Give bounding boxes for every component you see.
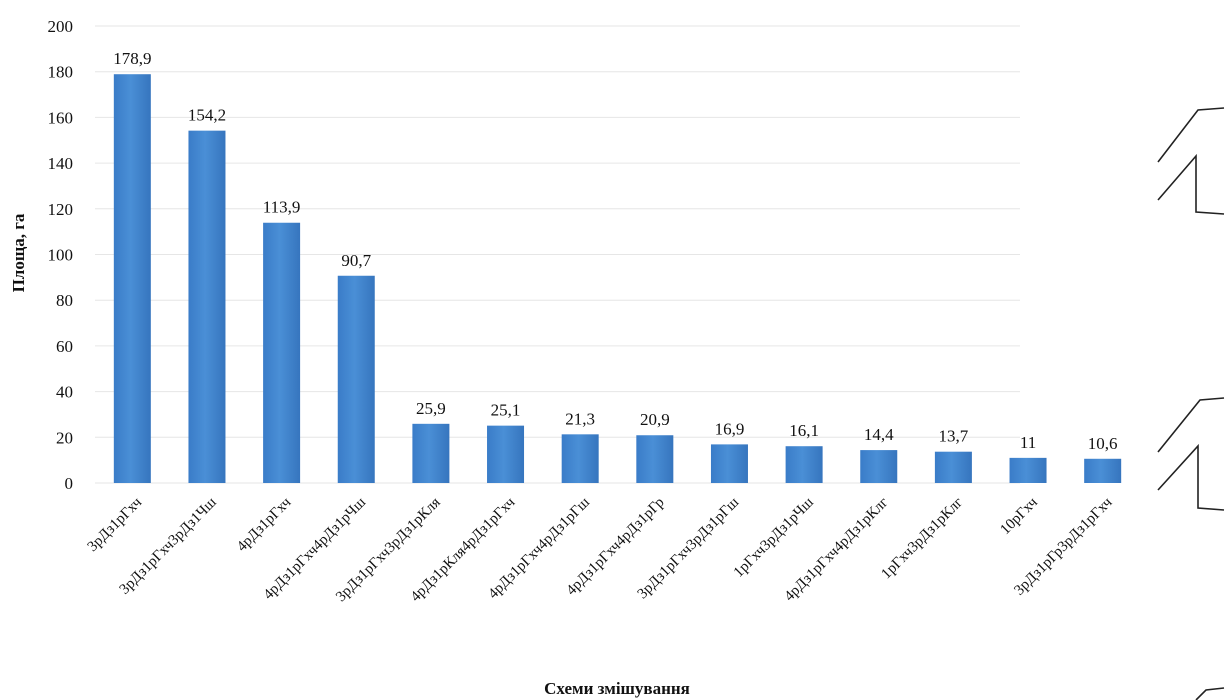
data-label: 10,6 xyxy=(1088,434,1118,453)
x-tick-label: 1рГхч3рДз1рКлг xyxy=(878,495,966,583)
x-tick-label: 10рГхч xyxy=(997,494,1041,538)
bar xyxy=(337,275,375,483)
bar xyxy=(785,446,823,483)
y-tick-label: 60 xyxy=(56,337,73,356)
x-axis-title: Схеми змішування xyxy=(544,679,690,698)
bar xyxy=(263,222,301,483)
y-axis-ticks: 0 20 40 60 80 100 120 140 160 180 200 xyxy=(48,17,74,493)
y-tick-label: 100 xyxy=(48,246,74,265)
bar xyxy=(412,423,450,483)
data-label: 11 xyxy=(1020,433,1036,452)
bar xyxy=(113,74,151,483)
y-tick-label: 80 xyxy=(56,291,73,310)
bracket-lower-2 xyxy=(1157,443,1225,511)
data-label: 14,4 xyxy=(864,425,894,444)
y-tick-label: 160 xyxy=(48,108,74,127)
decorative-brackets xyxy=(1157,107,1225,700)
data-label: 90,7 xyxy=(341,251,371,270)
gridlines xyxy=(95,25,1020,484)
bar xyxy=(1084,458,1122,483)
bar xyxy=(1009,457,1047,483)
bar xyxy=(710,444,748,483)
bracket-bottom xyxy=(1195,687,1225,700)
bar xyxy=(188,130,226,483)
data-label: 16,1 xyxy=(789,421,819,440)
data-label: 13,7 xyxy=(939,427,969,446)
y-tick-label: 0 xyxy=(65,474,74,493)
x-tick-label: 1рГхч3рДз1рЧш xyxy=(731,494,817,580)
y-tick-label: 200 xyxy=(48,17,74,36)
data-labels: 178,9 154,2 113,9 90,7 25,9 25,1 21,3 20,9 16,9 1… xyxy=(113,49,1117,453)
y-tick-label: 120 xyxy=(48,200,74,219)
y-axis-title: Площа, га xyxy=(9,213,28,292)
data-label: 21,3 xyxy=(565,409,595,428)
bar xyxy=(487,425,525,483)
data-label: 113,9 xyxy=(263,198,301,217)
y-tick-label: 140 xyxy=(48,154,74,173)
data-label: 16,9 xyxy=(715,419,745,438)
bar xyxy=(561,434,599,483)
data-label: 25,9 xyxy=(416,399,446,418)
bar xyxy=(934,451,972,483)
bars xyxy=(113,74,1122,483)
y-tick-label: 180 xyxy=(48,63,74,82)
data-label: 178,9 xyxy=(113,49,151,68)
x-tick-label: 4рДз1рГхч xyxy=(234,494,295,555)
bracket-upper-1 xyxy=(1157,107,1225,163)
data-label: 25,1 xyxy=(491,401,521,420)
y-tick-label: 40 xyxy=(56,383,73,402)
bracket-lower-1 xyxy=(1157,397,1225,453)
data-label: 20,9 xyxy=(640,410,670,429)
bracket-upper-2 xyxy=(1157,153,1225,215)
data-label: 154,2 xyxy=(188,106,226,125)
bar xyxy=(636,435,674,483)
x-tick-label: 3рДз1рГхч xyxy=(85,494,146,555)
bar xyxy=(860,450,898,483)
y-tick-label: 20 xyxy=(56,428,73,447)
